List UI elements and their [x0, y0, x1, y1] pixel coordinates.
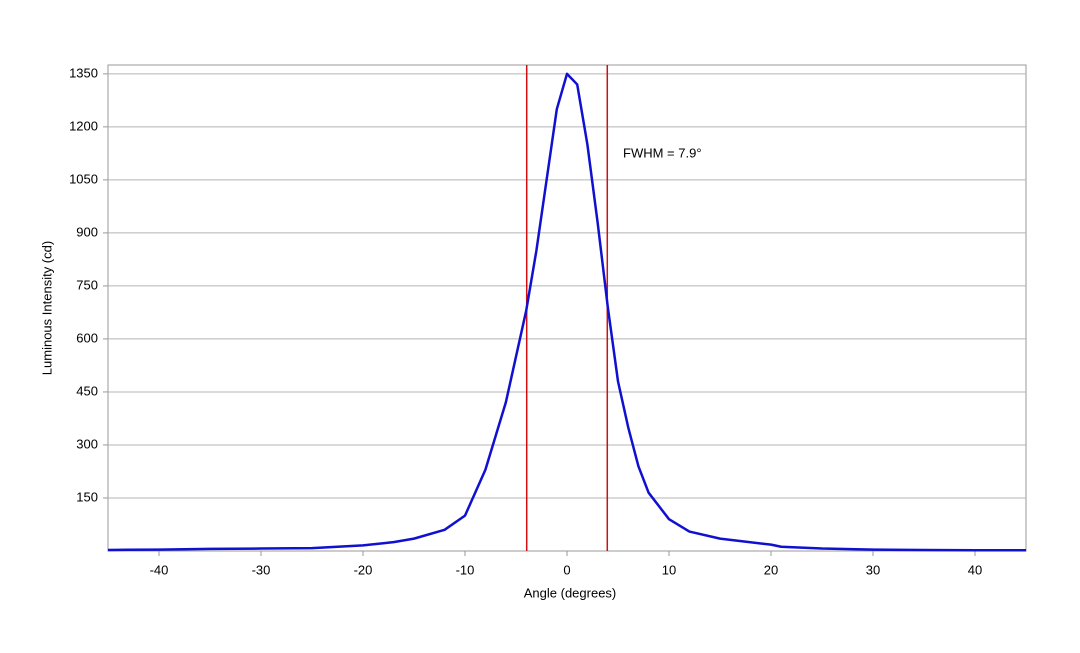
y-tick-label: 1050 [69, 171, 98, 186]
x-tick-label: 20 [764, 562, 778, 577]
x-tick-label: -40 [150, 562, 169, 577]
annotation: FWHM = 7.9° [623, 145, 702, 160]
y-tick-label: 1350 [69, 65, 98, 80]
x-tick-label: 0 [563, 562, 570, 577]
x-tick-label: -10 [456, 562, 475, 577]
x-tick-label: 30 [866, 562, 880, 577]
x-tick-label: 10 [662, 562, 676, 577]
y-tick-label: 750 [76, 277, 98, 292]
y-tick-label: 150 [76, 489, 98, 504]
y-tick-label: 1200 [69, 118, 98, 133]
y-axis-label: Luminous Intensity (cd) [39, 241, 54, 375]
y-tick-label: 450 [76, 383, 98, 398]
y-tick-label: 900 [76, 224, 98, 239]
x-tick-label: -30 [252, 562, 271, 577]
y-tick-label: 300 [76, 436, 98, 451]
plot-frame [107, 64, 1027, 552]
y-tick-label: 600 [76, 330, 98, 345]
x-axis-label: Angle (degrees) [524, 585, 617, 600]
x-tick-label: 40 [968, 562, 982, 577]
x-tick-label: -20 [354, 562, 373, 577]
data-line [107, 72, 1026, 552]
